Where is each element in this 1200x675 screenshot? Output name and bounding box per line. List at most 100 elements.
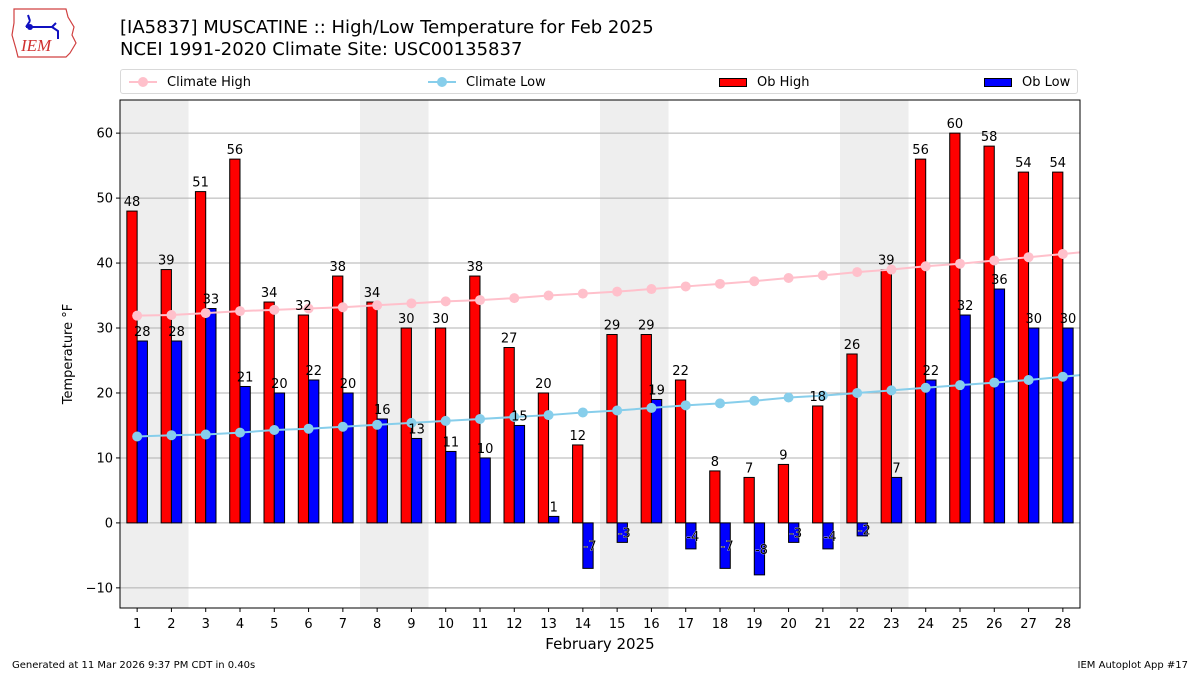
climate-high-point [920, 261, 931, 272]
ob-high-label: 60 [947, 117, 964, 132]
ob-low-label: 20 [340, 377, 357, 392]
climate-low-point [715, 398, 725, 409]
ob-high-bar [400, 327, 412, 524]
ob-high-label: 48 [124, 195, 141, 210]
climate-low-point [200, 429, 211, 440]
ob-low-bar [890, 476, 903, 524]
ob-low-bar [856, 522, 868, 537]
ob-high-label: 9 [779, 448, 787, 463]
ob-high-bar [674, 379, 687, 524]
ob-low-bar [308, 379, 320, 524]
x-tick-label: 1 [133, 617, 141, 632]
y-tick-label: 20 [96, 386, 113, 401]
plot-frame [119, 99, 1081, 609]
ob-high-label: 29 [638, 319, 655, 334]
climate-low-point [577, 407, 588, 418]
x-tick-label: 2 [167, 617, 175, 632]
climate-high-point [577, 288, 588, 299]
climate-high-line [137, 251, 1081, 317]
ob-low-label: -3 [618, 527, 631, 542]
ob-low-bar [136, 340, 148, 524]
ob-low-label: -2 [858, 523, 871, 538]
ob-low-bar [753, 522, 766, 576]
ob-high-bar [503, 347, 515, 524]
climate-low-point [955, 380, 965, 391]
x-tick-label: 26 [986, 617, 1003, 632]
legend-climate-high: Climate High [129, 70, 251, 94]
ob-low-bar [788, 522, 800, 543]
ob-high-label: 54 [1015, 156, 1032, 171]
title-line-2: NCEI 1991-2020 Climate Site: USC00135837 [120, 39, 523, 60]
climate-high-point [1057, 248, 1068, 259]
x-tick-label: 25 [952, 617, 969, 632]
climate-high-point [783, 272, 794, 283]
generated-timestamp: Generated at 11 Mar 2026 9:37 PM CDT in … [12, 660, 256, 671]
ob-low-label: 32 [957, 299, 974, 314]
ob-high-bar [846, 353, 858, 524]
ob-low-bar [170, 340, 183, 524]
ob-low-bar [959, 314, 971, 524]
ob-low-bar [548, 515, 560, 524]
legend-label: Ob Low [1022, 74, 1071, 90]
x-tick-label: 15 [609, 617, 626, 632]
climate-high-point [955, 258, 965, 269]
x-tick-label: 12 [506, 617, 523, 632]
ob-low-label: 28 [168, 325, 185, 340]
y-tick-label: 10 [96, 451, 113, 466]
climate-high-point [886, 264, 897, 275]
ob-high-label: 58 [981, 130, 998, 145]
ob-low-label: -8 [755, 543, 768, 558]
chart-title: [IA5837] MUSCATINE :: High/Low Temperatu… [120, 17, 654, 61]
bars [126, 132, 1074, 576]
grid-lines [120, 132, 1080, 589]
climate-low-point [1023, 374, 1034, 385]
ob-low-label: 36 [991, 273, 1008, 288]
ob-high-label: 54 [1049, 156, 1066, 171]
x-axis-label: February 2025 [545, 635, 654, 653]
ob-low-label: 15 [511, 409, 528, 424]
logo-text: IEM [20, 36, 52, 55]
ob-high-label: 29 [604, 319, 621, 334]
climate-low-point [269, 425, 280, 436]
x-tick-label: 24 [917, 617, 934, 632]
climate-high-point [612, 286, 623, 297]
climate-high-point [235, 306, 245, 317]
x-tick-label: 5 [270, 617, 278, 632]
ob-high-bar [537, 392, 550, 524]
title-line-1: [IA5837] MUSCATINE :: High/Low Temperatu… [120, 17, 654, 38]
climate-low-line [137, 374, 1081, 438]
climate-low-point [646, 402, 657, 413]
legend-label: Ob High [757, 74, 810, 90]
ob-low-bar [582, 522, 594, 569]
x-tick-label: 20 [780, 617, 797, 632]
x-tick-label: 11 [472, 617, 489, 632]
x-tick-label: 9 [407, 617, 415, 632]
ob-low-bar [445, 450, 457, 524]
ob-low-label: -4 [824, 530, 837, 545]
x-tick-label: 27 [1020, 617, 1037, 632]
app-label: IEM Autoplot App #17 [1077, 660, 1188, 671]
ob-high-label: 12 [569, 429, 586, 444]
ob-low-bar [925, 379, 937, 524]
legend-label: Climate High [167, 74, 252, 90]
climate-high-point [166, 310, 177, 321]
ob-high-bar [812, 405, 824, 524]
iem-logo: IEM [8, 5, 78, 59]
ob-low-label: 7 [892, 461, 900, 476]
ob-low-bar [1062, 327, 1074, 524]
ob-high-bar [1052, 171, 1064, 524]
ob-low-swatch [984, 77, 1012, 87]
climate-high-point [715, 278, 725, 289]
ob-low-label: 30 [1025, 312, 1042, 327]
ob-low-bar [650, 398, 663, 524]
legend-climate-low: Climate Low [428, 70, 546, 94]
ob-high-bar [297, 314, 310, 524]
ob-high-bar [332, 275, 344, 524]
climate-high-point [440, 296, 451, 307]
ob-high-bar [469, 275, 481, 524]
ob-high-label: 34 [364, 286, 381, 301]
weekend-shade [120, 100, 189, 608]
x-tick-label: 14 [575, 617, 592, 632]
climate-high-point [989, 255, 1000, 266]
